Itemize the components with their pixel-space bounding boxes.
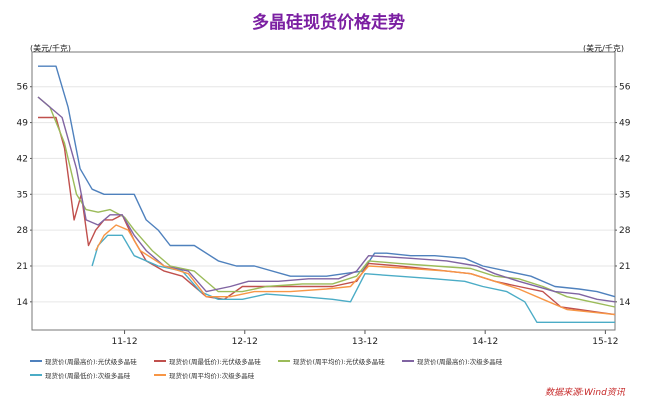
legend-swatch [30,374,42,376]
y-tick-label-right: 35 [619,190,630,200]
legend-label: 现货价(周最低价):次级多晶硅 [45,372,131,380]
data-source-note: 数据来源:Wind资讯 [545,388,625,398]
legend-swatch [154,374,166,376]
legend-item-6: 现货价(周平均价):次级多晶硅 [154,370,278,380]
series-line-4 [37,96,616,303]
y-axis-unit-left: (美元/千克) [30,44,71,53]
legend-swatch [154,360,166,362]
x-tick-label: 11-12 [111,337,137,347]
y-tick-label-right: 28 [619,226,631,236]
legend-item-5: 现货价(周最低价):次级多晶硅 [30,370,154,380]
legend-swatch [30,360,42,362]
x-tick-label: 13-12 [352,337,378,347]
x-tick-label: 14-12 [472,337,498,347]
y-tick-label-right: 14 [619,298,631,308]
y-tick-label-right: 49 [619,119,631,129]
y-tick-label-left: 28 [17,226,29,236]
y-tick-label-left: 21 [17,262,28,272]
series-line-1 [38,65,616,298]
y-axis-unit-right: (美元/千克) [583,44,624,53]
y-tick-label-right: 21 [619,262,630,272]
legend-label: 现货价(周最高价):次级多晶硅 [417,358,503,366]
legend-swatch [402,360,414,362]
chart-legend: 现货价(周最高价):光伏级多晶硅 现货价(周最低价):光伏级多晶硅 现货价(周平均价… [30,356,630,380]
y-tick-label-left: 35 [17,190,28,200]
legend-label: 现货价(周平均价):光伏级多晶硅 [293,358,385,366]
plot-frame [31,51,616,331]
y-tick-label-left: 14 [17,298,29,308]
y-tick-label-left: 56 [17,83,29,93]
legend-item-4: 现货价(周最高价):次级多晶硅 [402,356,526,366]
x-tick-label: 15-12 [592,337,618,347]
series-line-6 [95,224,616,316]
legend-label: 现货价(周最低价):光伏级多晶硅 [169,358,261,366]
legend-item-1: 现货价(周最高价):光伏级多晶硅 [30,356,154,366]
x-tick-label: 12-12 [232,337,258,347]
chart-title: 多晶硅现货价格走势 [252,13,405,33]
y-tick-label-left: 49 [17,119,29,129]
y-tick-label-right: 42 [619,154,630,164]
legend-label: 现货价(周平均价):次级多晶硅 [169,372,255,380]
series-line-5 [91,234,615,323]
series-line-2 [38,116,616,316]
legend-item-2: 现货价(周最低价):光伏级多晶硅 [154,356,278,366]
legend-swatch [278,360,290,362]
legend-item-3: 现货价(周平均价):光伏级多晶硅 [278,356,402,366]
y-tick-label-left: 42 [17,154,28,164]
y-tick-label-right: 56 [619,83,631,93]
legend-label: 现货价(周最高价):光伏级多晶硅 [45,358,137,366]
